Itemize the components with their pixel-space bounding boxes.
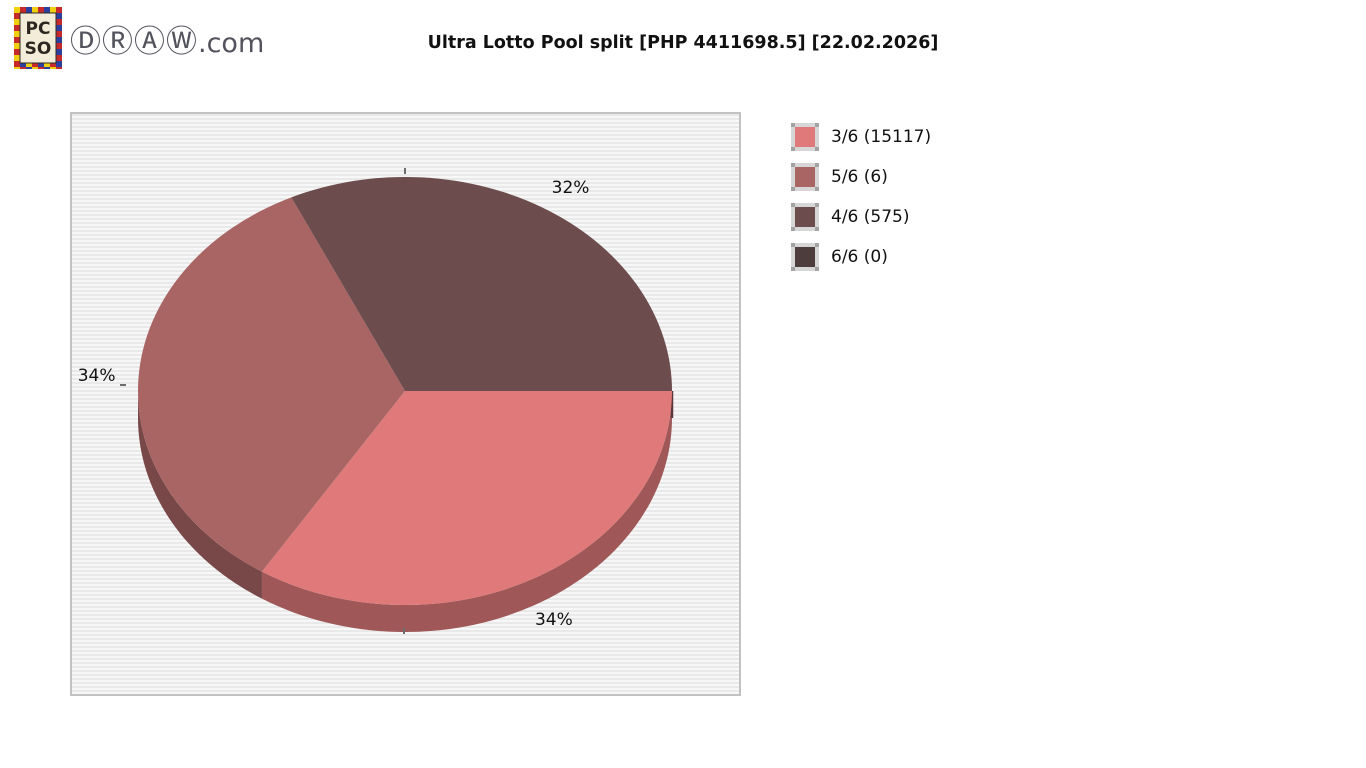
pie-slice bbox=[261, 391, 672, 632]
logo-wordmark: ⒹⓇⒶⓌ.com bbox=[70, 16, 264, 61]
legend-label: 3/6 (15117) bbox=[831, 127, 932, 147]
logo-com-text: .com bbox=[198, 27, 265, 59]
pie-chart-panel: 34% 34% 32% bbox=[70, 112, 741, 696]
pie-slice bbox=[138, 391, 262, 599]
pie-percent-label: 34% bbox=[77, 365, 116, 386]
pie-percent-label: 34% bbox=[534, 610, 573, 631]
legend-swatch-color bbox=[795, 207, 815, 227]
site-logo[interactable]: PC SO ⒹⓇⒶⓌ.com bbox=[14, 7, 264, 69]
legend-swatch bbox=[791, 243, 819, 271]
logo-draw-text: ⒹⓇⒶⓌ bbox=[70, 23, 198, 60]
pie-quadrant-tick-top bbox=[404, 168, 406, 174]
legend-label: 5/6 (6) bbox=[831, 167, 888, 187]
legend-swatch-color bbox=[795, 247, 815, 267]
legend-label: 4/6 (575) bbox=[831, 207, 910, 227]
pie-quadrant-tick-left bbox=[120, 384, 126, 386]
legend-item: 4/6 (575) bbox=[791, 203, 931, 231]
pie-quadrant-tick-bottom bbox=[403, 628, 405, 634]
pie-chart bbox=[137, 177, 674, 632]
page-title: Ultra Lotto Pool split [PHP 4411698.5] [… bbox=[427, 33, 939, 53]
legend-swatch-color bbox=[795, 167, 815, 187]
pcso-icon-text-bottom: SO bbox=[25, 39, 52, 59]
legend-swatch-color bbox=[795, 127, 815, 147]
pie-slice bbox=[261, 391, 672, 605]
legend-item: 5/6 (6) bbox=[791, 163, 931, 191]
legend-swatch bbox=[791, 163, 819, 191]
legend-label: 6/6 (0) bbox=[831, 247, 888, 267]
chart-legend: 3/6 (15117) 5/6 (6) 4/6 (575) 6/6 (0) bbox=[791, 123, 931, 283]
legend-swatch bbox=[791, 123, 819, 151]
legend-item: 3/6 (15117) bbox=[791, 123, 931, 151]
pie-slice bbox=[137, 197, 405, 572]
legend-swatch bbox=[791, 203, 819, 231]
legend-item: 6/6 (0) bbox=[791, 243, 931, 271]
pcso-flag-icon: PC SO bbox=[14, 7, 62, 69]
pie-percent-label: 32% bbox=[551, 177, 590, 198]
pie-slice bbox=[291, 177, 672, 391]
pcso-icon-text-top: PC bbox=[26, 19, 51, 39]
